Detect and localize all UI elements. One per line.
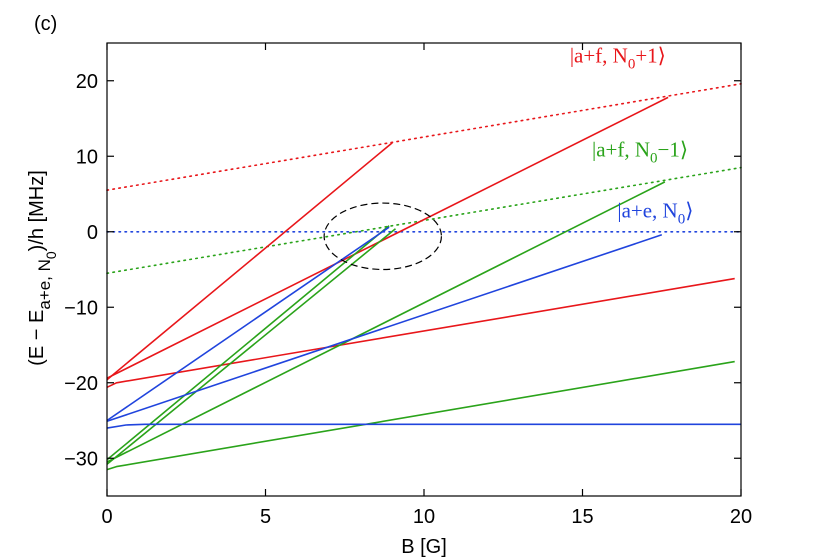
state-label-post: ⟩ (685, 198, 693, 222)
label-layer: (c) B [G] (E − Ea+e, N0)/h [MHz] |a+f, N… (26, 13, 693, 558)
x-tick-label: 20 (730, 506, 752, 528)
series-red-dotted-0 (106, 83, 742, 191)
y-tick-label: 0 (87, 222, 98, 244)
series-layer (106, 83, 742, 471)
state-label-sub: 0 (628, 57, 636, 73)
y-axis-label-sub1: a+e, N (35, 259, 54, 310)
y-axis-label: (E − Ea+e, N0)/h [MHz] (26, 170, 59, 366)
series-green-solid-6 (106, 225, 390, 461)
x-tick-label: 0 (101, 506, 112, 528)
y-axis-label-sub2: 0 (43, 251, 59, 259)
y-axis-label-tail: )/h [MHz] (26, 170, 48, 251)
state-label-a+f-N0-1: |a+f, N0−1⟩ (592, 137, 688, 166)
y-tick-label: −30 (64, 448, 98, 470)
state-label-a+e-N0: |a+e, N0⟩ (617, 198, 693, 227)
plot-frame (106, 42, 742, 497)
series-blue-solid-11 (106, 234, 663, 423)
y-tick-label: −10 (64, 297, 98, 319)
state-label-sub: 0 (678, 211, 686, 227)
y-axis-label-main: (E − E (26, 310, 48, 366)
series-green-solid-8 (106, 181, 666, 463)
x-tick-label: 15 (571, 506, 593, 528)
x-axis-label: B [G] (401, 536, 447, 558)
series-red-solid-4 (106, 96, 669, 379)
series-blue-solid-10 (106, 226, 390, 422)
state-label-pre: |a+f, N (592, 137, 650, 161)
y-tick-label: 20 (76, 71, 98, 93)
state-label-pre: |a+f, N (570, 44, 628, 68)
panel-label: (c) (34, 13, 57, 35)
annotation-layer (323, 202, 443, 271)
series-red-solid-5 (106, 277, 735, 389)
state-label-post: +1⟩ (635, 44, 666, 68)
state-label-pre: |a+e, N (617, 198, 677, 222)
tick-layer: 0 5 10 15 20 20 10 0 −10 −20 −30 (64, 43, 752, 528)
x-tick-label: 10 (413, 506, 435, 528)
y-tick-label: −20 (64, 373, 98, 395)
series-red-solid-3 (106, 142, 393, 381)
state-label-a+f-N0+1: |a+f, N0+1⟩ (570, 44, 666, 73)
crossing-ellipse-0 (323, 202, 443, 271)
series-blue-solid-12 (106, 423, 741, 429)
state-label-post: −1⟩ (658, 137, 689, 161)
y-tick-label: 10 (76, 146, 98, 168)
state-label-sub: 0 (650, 150, 658, 166)
series-green-dotted-1 (106, 166, 742, 275)
x-tick-label: 5 (260, 506, 271, 528)
series-green-solid-9 (106, 360, 735, 471)
